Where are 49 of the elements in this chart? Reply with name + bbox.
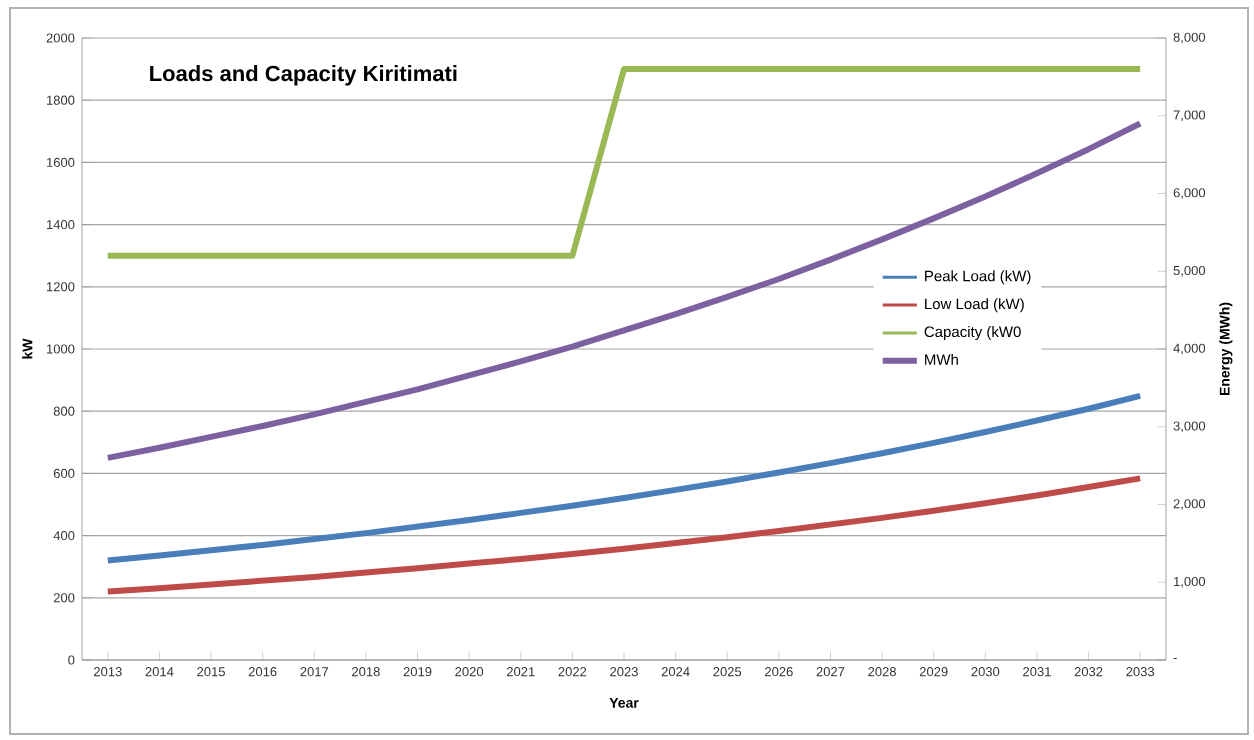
y-tick-label: 1000 bbox=[47, 344, 75, 354]
y2-tick-label: 1,000 bbox=[1174, 576, 1206, 588]
x-tick-label: 2032 bbox=[1074, 667, 1103, 677]
y-tick-label: 1600 bbox=[47, 157, 75, 167]
y2-tick-label: 4,000 bbox=[1173, 343, 1206, 355]
legend-label: MWh bbox=[925, 353, 958, 365]
y-tick-label: 1200 bbox=[47, 282, 75, 292]
x-tick-label: 2023 bbox=[610, 667, 638, 677]
x-tick-label: 2014 bbox=[145, 667, 174, 677]
x-tick-label: 2022 bbox=[558, 667, 587, 677]
y-axis-title: kW bbox=[22, 338, 33, 359]
legend-label: Peak Load (kW) bbox=[925, 270, 1031, 285]
y2-tick-label: 3,000 bbox=[1173, 421, 1206, 433]
legend-label: Capacity (kW0 bbox=[924, 326, 1021, 341]
y-tick-label: 1400 bbox=[47, 220, 75, 230]
y-tick-label: 800 bbox=[53, 406, 75, 416]
x-tick-label: 2017 bbox=[300, 667, 329, 677]
y-tick-label: 0 bbox=[68, 655, 75, 665]
x-tick-label: 2030 bbox=[971, 667, 1000, 677]
x-tick-label: 2015 bbox=[197, 667, 225, 677]
y-tick-label: 1800 bbox=[47, 95, 75, 105]
x-tick-label: 2027 bbox=[816, 667, 845, 677]
x-tick-label: 2021 bbox=[506, 667, 535, 677]
x-tick-label: 2031 bbox=[1023, 667, 1051, 677]
y-tick-label: 400 bbox=[53, 531, 75, 541]
x-tick-label: 2016 bbox=[248, 667, 277, 677]
text: Loads and Capacity Kiritimati bbox=[150, 65, 457, 86]
x-tick-label: 2013 bbox=[94, 667, 122, 677]
y2-tick-label: 2,000 bbox=[1173, 499, 1206, 510]
x-tick-label: 2033 bbox=[1126, 667, 1155, 677]
y-tick-label: 200 bbox=[53, 593, 75, 603]
y2-tick-label: - bbox=[1173, 658, 1177, 660]
y2-tick-label: 6,000 bbox=[1173, 188, 1206, 199]
y-tick-label: 600 bbox=[53, 468, 75, 478]
x-tick-label: 2028 bbox=[868, 667, 896, 677]
x-tick-label: 2026 bbox=[765, 667, 793, 677]
x-tick-label: 2018 bbox=[352, 667, 380, 677]
x-tick-label: 2020 bbox=[455, 667, 484, 677]
x-tick-label: 2029 bbox=[919, 667, 948, 677]
y2-tick-label: 5,000 bbox=[1173, 265, 1206, 277]
x-tick-label: 2025 bbox=[713, 667, 742, 677]
y2-tick-label: 7,000 bbox=[1173, 110, 1206, 122]
y2-tick-label: 8,000 bbox=[1173, 32, 1206, 44]
y-tick-label: 2000 bbox=[46, 33, 75, 43]
x-tick-label: 2024 bbox=[661, 667, 690, 677]
x-tick-label: 2019 bbox=[403, 667, 432, 677]
legend-label: Low Load (kW) bbox=[925, 298, 1024, 313]
y2-axis-title: Energy (MWh) bbox=[1219, 302, 1233, 396]
x-axis-title: Year bbox=[609, 698, 639, 708]
